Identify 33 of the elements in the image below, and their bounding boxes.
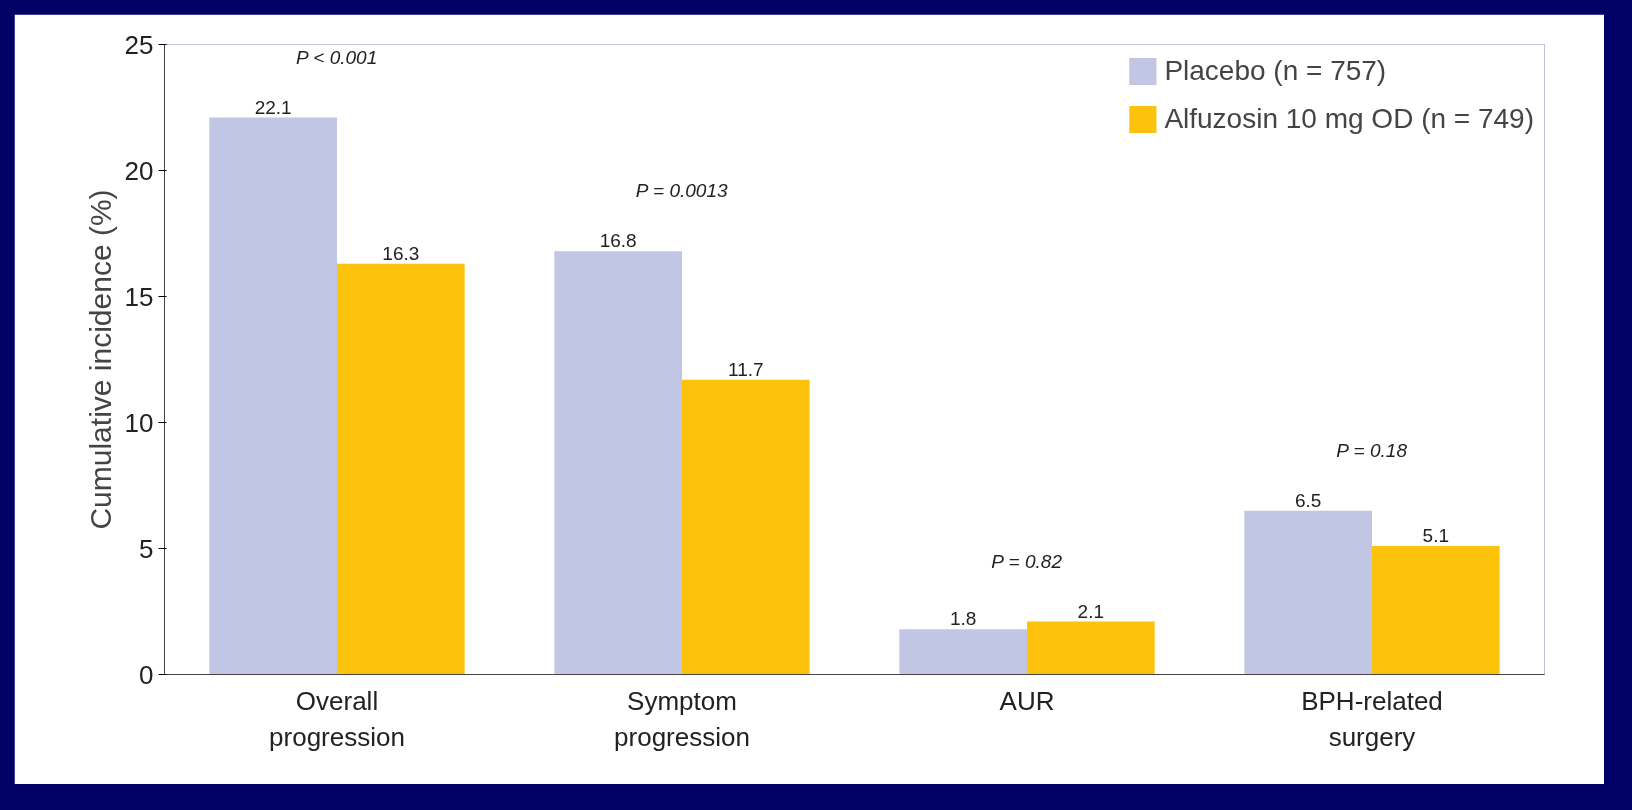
annotation: P = 0.18: [1336, 439, 1408, 461]
y-tick-label: 0: [139, 659, 154, 690]
data-label: 16.3: [382, 242, 420, 264]
legend-label: Alfuzosin 10 mg OD (n = 749): [1164, 103, 1534, 135]
y-tick-label: 20: [124, 155, 154, 186]
bar: [682, 379, 810, 675]
x-tick-label: Symptom progression: [614, 685, 750, 752]
bar: [1244, 510, 1372, 675]
data-label: 5.1: [1422, 524, 1450, 546]
bar: [209, 117, 337, 675]
annotation: P = 0.82: [991, 550, 1063, 572]
data-label: 16.8: [599, 230, 637, 252]
bar: [899, 629, 1027, 675]
x-tick-label: AUR: [999, 685, 1055, 716]
data-label: 11.7: [728, 358, 764, 380]
y-tick-label: 15: [124, 281, 154, 312]
y-tick-label: 5: [139, 533, 154, 564]
x-tick-label: BPH-related surgery: [1301, 685, 1443, 752]
y-axis-title: Cumulative incidence (%): [83, 189, 117, 530]
bar: [554, 251, 682, 675]
bar: [1372, 545, 1500, 675]
data-label: 1.8: [949, 608, 977, 630]
data-label: 2.1: [1077, 600, 1105, 622]
data-label: 6.5: [1294, 489, 1322, 511]
bar: [337, 263, 465, 675]
annotation: P = 0.0013: [635, 180, 728, 202]
x-tick-label: Overall progression: [269, 685, 405, 752]
y-tick-label: 25: [124, 29, 154, 60]
bar: [1027, 621, 1155, 675]
data-label: 22.1: [254, 96, 292, 118]
annotation: P < 0.001: [296, 46, 378, 68]
legend-label: Placebo (n = 757): [1164, 55, 1387, 87]
y-tick-label: 10: [124, 407, 154, 438]
